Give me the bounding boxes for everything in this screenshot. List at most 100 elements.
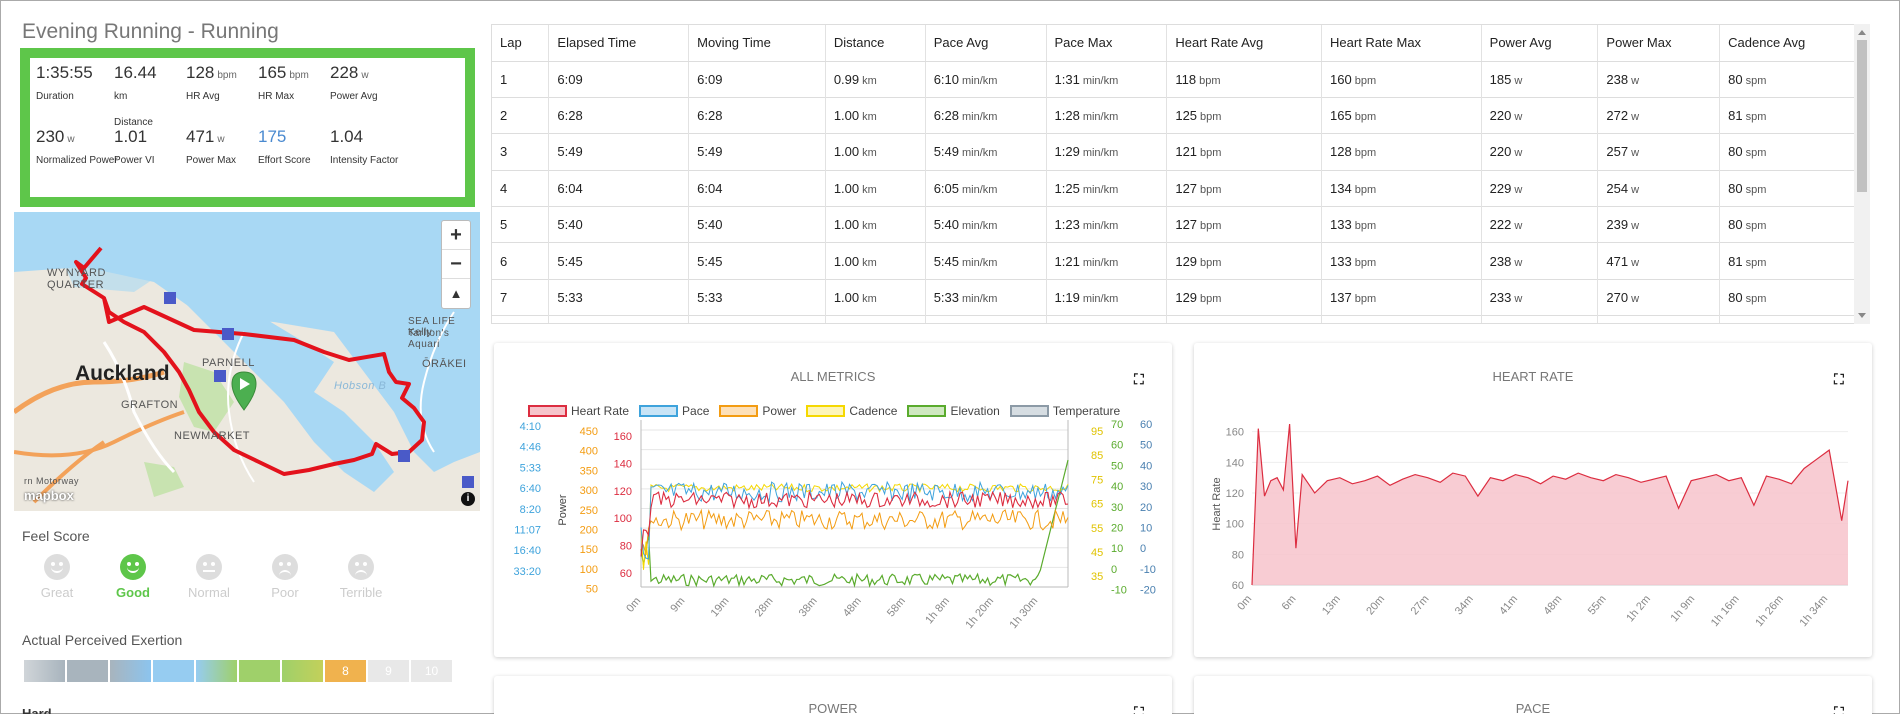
rpe-cell[interactable]: 10 xyxy=(411,660,452,682)
stat-value: 230 w xyxy=(36,127,75,146)
laps-scrollbar[interactable] xyxy=(1854,24,1870,324)
table-cell: 5:40 min/km xyxy=(925,206,1047,243)
axis-tick-label: 450 xyxy=(580,426,598,438)
rpe-cell[interactable]: 8 xyxy=(325,660,366,682)
table-row[interactable]: 6 5:45 5:45 1.00 km 5:45 min/km 1:21 min/km 129 bp… xyxy=(492,242,1858,280)
x-tick-label: 48m xyxy=(1541,593,1564,617)
legend-item[interactable]: Pace xyxy=(639,404,709,418)
legend-swatch xyxy=(639,405,679,417)
legend-item[interactable]: Cadence xyxy=(806,404,897,418)
route-line xyxy=(74,246,426,476)
stat-item: 165 bpm HR Max xyxy=(258,63,342,103)
x-tick-label: 1h 20m xyxy=(963,595,996,630)
rpe-cell[interactable]: 9 xyxy=(368,660,409,682)
expand-icon[interactable]: ⛶ xyxy=(1834,371,1844,387)
column-header[interactable]: Moving Time xyxy=(688,25,826,62)
axis-tick-label: 95 xyxy=(1091,426,1103,438)
rpe-cell[interactable] xyxy=(110,660,151,682)
column-header[interactable]: Power Avg xyxy=(1481,25,1599,62)
stat-item: 230 w Normalized Power xyxy=(36,127,120,167)
table-cell: 1:28 min/km xyxy=(1046,96,1168,134)
x-tick-label: 34m xyxy=(1453,593,1476,617)
legend-item[interactable]: Temperature xyxy=(1009,404,1120,418)
expand-icon[interactable]: ⛶ xyxy=(1134,371,1144,387)
map-label: rn Motorway xyxy=(24,476,80,486)
y-tick-label: 140 xyxy=(1226,457,1244,469)
rpe-cell[interactable] xyxy=(24,660,65,682)
stat-label: Normalized Power xyxy=(36,155,118,166)
axis-tick-label: 30 xyxy=(1140,481,1152,493)
zoom-out-button[interactable]: − xyxy=(442,250,470,279)
feel-option-poor[interactable]: Poor xyxy=(250,554,320,600)
axis-tick-label: 40 xyxy=(1111,481,1123,493)
legend-item[interactable]: Elevation xyxy=(907,404,1000,418)
column-header[interactable]: Elapsed Time xyxy=(548,25,690,62)
axis-tick-label: 16:40 xyxy=(513,545,541,557)
table-row[interactable]: 2 6:28 6:28 1.00 km 6:28 min/km 1:28 min/km 125 bp… xyxy=(492,96,1858,134)
table-cell: 2 xyxy=(492,96,550,134)
scroll-down-arrow-icon[interactable] xyxy=(1858,313,1866,318)
axis-tick-label: 4:10 xyxy=(520,421,541,433)
axis-tick-label: 100 xyxy=(614,513,632,525)
rpe-cell[interactable] xyxy=(196,660,237,682)
axis-tick-label: 10 xyxy=(1140,523,1152,535)
route-map[interactable]: WYNYARD QUARTER PARNELL GRAFTON NEWMARKE… xyxy=(14,212,480,511)
expand-icon[interactable]: ⛶ xyxy=(1834,704,1844,714)
axis-tick-label: 8:20 xyxy=(520,504,541,516)
column-header[interactable]: Cadence Avg xyxy=(1719,25,1858,62)
column-header[interactable]: Lap xyxy=(492,25,550,62)
compass-button[interactable]: ▲ xyxy=(449,286,463,301)
rpe-cell[interactable] xyxy=(282,660,323,682)
stat-value: 471 w xyxy=(186,127,225,146)
laps-table-container[interactable]: Lap Elapsed Time Moving Time Distance Pace A… xyxy=(491,24,1859,324)
x-tick-label: 58m xyxy=(885,595,908,619)
table-row[interactable]: 1 6:09 6:09 0.99 km 6:10 min/km 1:31 min/km 118 bp… xyxy=(492,60,1858,98)
table-row[interactable]: 7 5:33 5:33 1.00 km 5:33 min/km 1:19 min/km 129 bp… xyxy=(492,278,1858,316)
stat-item: 1.04 Intensity Factor xyxy=(330,127,414,167)
table-row[interactable]: 3 5:49 5:49 1.00 km 5:49 min/km 1:29 min/km 121 bp… xyxy=(492,133,1858,171)
feel-option-label: Terrible xyxy=(339,585,383,600)
rpe-cell[interactable] xyxy=(239,660,280,682)
expand-icon[interactable]: ⛶ xyxy=(1134,704,1144,714)
info-icon[interactable]: i xyxy=(461,492,475,506)
axis-tick-label: 60 xyxy=(620,568,632,580)
feel-option-terrible[interactable]: Terrible xyxy=(326,554,396,600)
rpe-cell[interactable] xyxy=(67,660,108,682)
series-line xyxy=(640,489,1069,557)
table-cell: 5:45 min/km xyxy=(925,242,1047,280)
zoom-in-button[interactable]: + xyxy=(442,221,470,250)
column-header[interactable]: Pace Max xyxy=(1046,25,1168,62)
laps-table: Lap Elapsed Time Moving Time Distance Pace A… xyxy=(492,25,1858,323)
mapbox-logo[interactable]: mapbox xyxy=(24,488,74,503)
table-cell: 254 w xyxy=(1597,169,1721,207)
scroll-up-arrow-icon[interactable] xyxy=(1858,30,1866,35)
stat-value: 16.44 xyxy=(114,63,157,82)
y-axis-title: Heart Rate xyxy=(1211,477,1223,530)
column-header[interactable]: Pace Avg xyxy=(925,25,1047,62)
scroll-thumb[interactable] xyxy=(1857,40,1867,192)
table-cell: 128 bpm xyxy=(1321,133,1482,171)
stat-label: Effort Score xyxy=(258,155,311,166)
rpe-selected-label: Hard xyxy=(22,706,52,714)
table-row[interactable]: 4 6:04 6:04 1.00 km 6:05 min/km 1:25 min/km 127 bp… xyxy=(492,169,1858,207)
legend-item[interactable]: Power xyxy=(719,404,796,418)
feel-option-great[interactable]: Great xyxy=(22,554,92,600)
table-cell: 272 w xyxy=(1597,96,1721,134)
column-header[interactable]: Distance xyxy=(825,25,926,62)
axis-tick-label: 65 xyxy=(1091,499,1103,511)
rpe-cell[interactable] xyxy=(153,660,194,682)
x-tick-label: 0m xyxy=(1235,593,1254,612)
x-tick-label: 1h 30m xyxy=(1008,595,1041,630)
activity-panel: Evening Running - Running 1:35:55 Duratio… xyxy=(14,16,480,714)
feel-option-good[interactable]: Good xyxy=(98,554,168,600)
legend-item[interactable]: Heart Rate xyxy=(528,404,629,418)
column-header[interactable]: Heart Rate Max xyxy=(1321,25,1482,62)
table-cell: 220 w xyxy=(1481,133,1599,171)
legend-swatch xyxy=(907,405,947,417)
column-header[interactable]: Power Max xyxy=(1597,25,1721,62)
feel-option-normal[interactable]: Normal xyxy=(174,554,244,600)
stat-value: 228 w xyxy=(330,63,369,82)
column-header[interactable]: Heart Rate Avg xyxy=(1166,25,1323,62)
table-cell: 1:29 min/km xyxy=(1046,133,1168,171)
table-row[interactable]: 5 5:40 5:40 1.00 km 5:40 min/km 1:23 min/km 127 bp… xyxy=(492,206,1858,243)
